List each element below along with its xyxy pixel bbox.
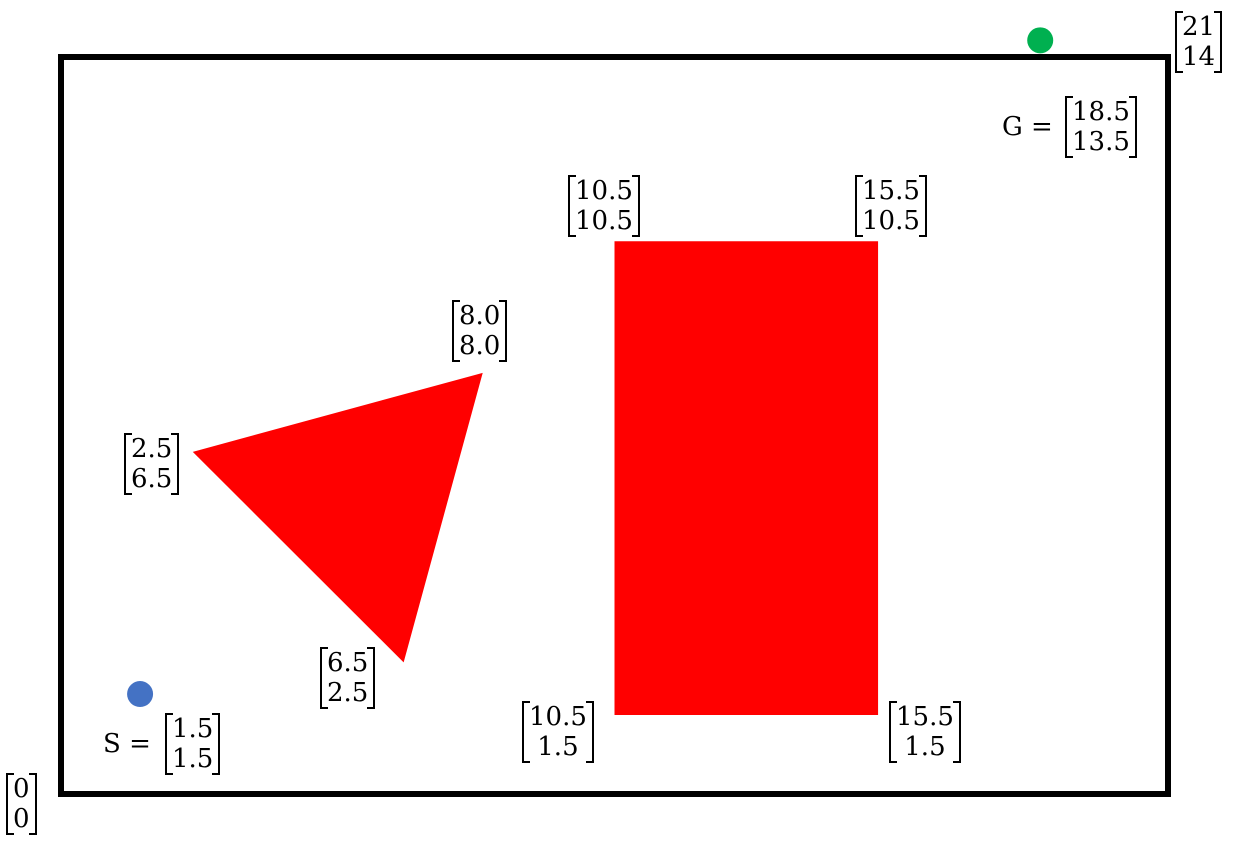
vertex-x: 10.5 [575, 176, 633, 206]
vertex-y: 1.5 [537, 732, 579, 762]
start-label: S = [103, 729, 151, 759]
vertex-y: 10.5 [575, 206, 633, 236]
vertex-x: 2.5 [131, 434, 173, 464]
rectangle-vertex-bottom-right-label: 15.5 1.5 [889, 701, 961, 763]
goal-x: 18.5 [1072, 97, 1130, 127]
vertex-x: 8.0 [459, 301, 501, 331]
vertex-y: 1.5 [904, 732, 946, 762]
vertex-x: 6.5 [327, 648, 369, 678]
goal-label: G = [1002, 112, 1053, 142]
vertex-x: 15.5 [862, 176, 920, 206]
top-right-y: 14 [1182, 42, 1216, 72]
start-name: S [103, 729, 121, 759]
start-coordinate-label: 1.5 1.5 [165, 713, 221, 775]
rectangle-vertex-top-right-label: 15.5 10.5 [855, 175, 927, 237]
vertex-y: 6.5 [131, 464, 173, 494]
vertex-y: 8.0 [459, 331, 501, 361]
vertex-y: 10.5 [862, 206, 920, 236]
origin-y: 0 [13, 804, 30, 834]
triangle-vertex-left-label: 2.5 6.5 [124, 433, 180, 495]
rectangle-vertex-top-left-label: 10.5 10.5 [568, 175, 640, 237]
goal-name: G [1002, 112, 1023, 142]
start-equals: = [129, 729, 151, 759]
origin-x: 0 [13, 774, 30, 804]
goal-y: 13.5 [1072, 127, 1130, 157]
vertex-x: 10.5 [529, 702, 587, 732]
vertex-x: 15.5 [896, 702, 954, 732]
goal-coordinate-label: 18.5 13.5 [1065, 96, 1137, 158]
goal-point-marker [1027, 27, 1054, 54]
triangle-obstacle [192, 372, 483, 663]
top-right-x: 21 [1182, 12, 1216, 42]
vertex-y: 2.5 [327, 678, 369, 708]
start-x: 1.5 [172, 714, 214, 744]
rectangle-vertex-bottom-left-label: 10.5 1.5 [522, 701, 594, 763]
triangle-vertex-top-label: 8.0 8.0 [452, 300, 508, 362]
workspace-border [58, 54, 1171, 797]
origin-coordinate-label: 0 0 [6, 773, 37, 835]
triangle-vertex-bottom-label: 6.5 2.5 [320, 647, 376, 709]
start-point-marker [127, 681, 154, 708]
top-right-coordinate-label: 21 14 [1175, 11, 1223, 73]
rectangle-obstacle [614, 241, 879, 716]
goal-equals: = [1031, 112, 1053, 142]
start-y: 1.5 [172, 744, 214, 774]
